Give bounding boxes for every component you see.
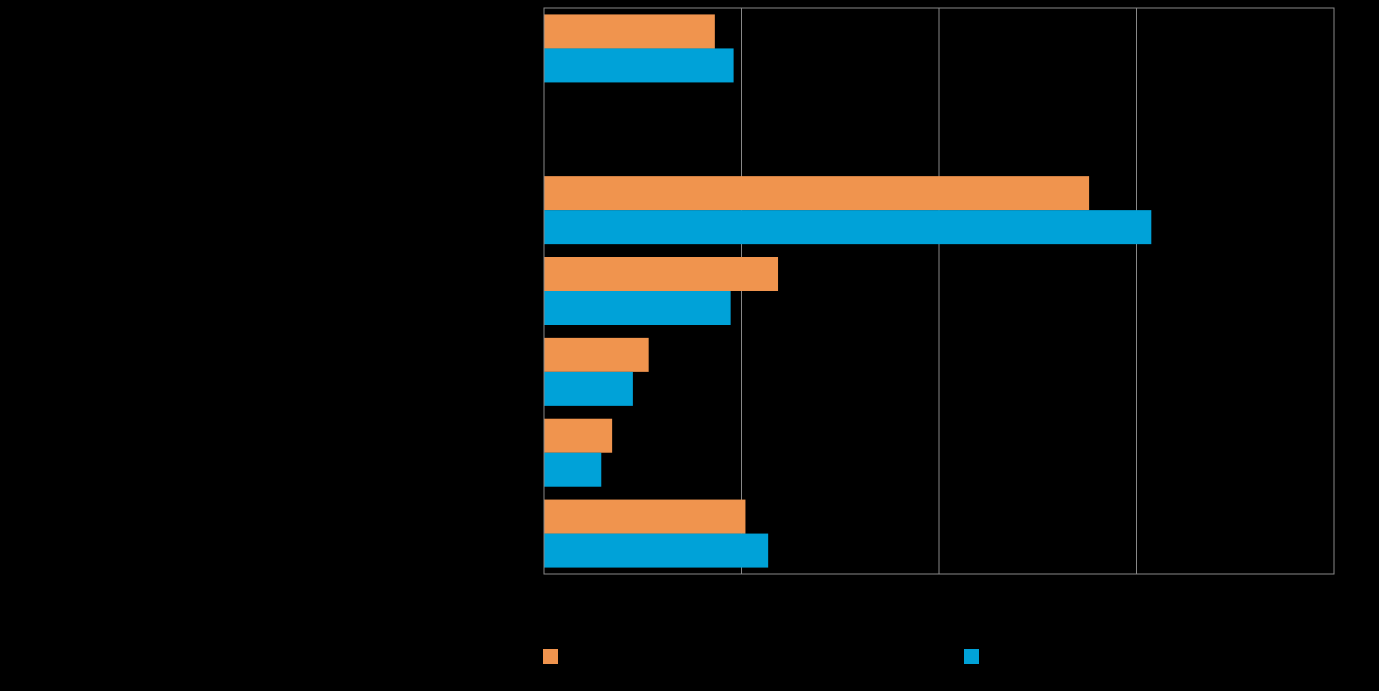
bar-series-2-category-7 (544, 533, 769, 568)
bar-series-2-category-6 (544, 452, 602, 487)
legend-swatch-series-2 (964, 648, 979, 664)
bar-series-1-category-1 (544, 14, 715, 49)
bars (544, 14, 1152, 568)
bar-series-2-category-3 (544, 210, 1152, 245)
bar-series-1-category-5 (544, 337, 649, 372)
legend-item-series-1 (543, 648, 566, 664)
bar-series-1-category-4 (544, 257, 779, 291)
bar-series-2-category-5 (544, 371, 633, 406)
bar-series-1-category-3 (544, 176, 1090, 211)
legend-swatch-series-1 (543, 648, 558, 664)
bar-series-2-category-1 (544, 48, 734, 83)
bar-series-1-category-6 (544, 418, 613, 453)
bar-series-1-category-7 (544, 499, 746, 534)
gridlines (741, 8, 1137, 574)
legend-item-series-2 (964, 648, 987, 664)
bar-series-2-category-4 (544, 291, 731, 325)
plot-frame (543, 7, 1335, 575)
